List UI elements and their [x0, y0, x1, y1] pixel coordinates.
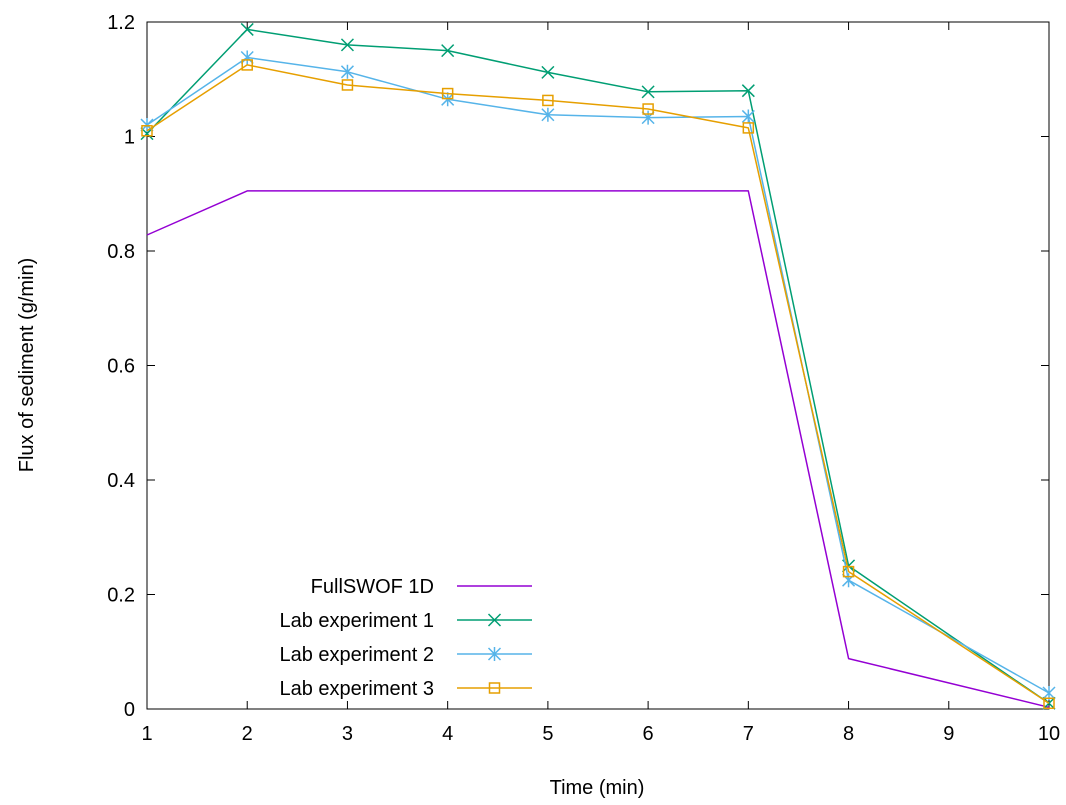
series-3	[140, 50, 1056, 700]
y-tick-label: 0.8	[107, 241, 135, 263]
x-tick-label: 8	[843, 723, 854, 745]
series-point	[441, 44, 455, 58]
legend-label: Lab experiment 3	[279, 678, 434, 700]
y-tick-label: 0.2	[107, 585, 135, 607]
series-point	[741, 109, 755, 124]
x-tick-label: 6	[643, 723, 654, 745]
series-2	[140, 22, 1056, 710]
series-point	[541, 65, 555, 79]
legend-point	[488, 682, 501, 694]
y-tick-label: 0.6	[107, 356, 135, 378]
series-point	[1043, 697, 1055, 710]
series-point	[742, 122, 755, 134]
axis-ticks: 1 2 3 4 5 6 7 8 9 10 0 0.2 0.4 0.6 0.8 1 1.2	[107, 12, 1060, 745]
series-point	[842, 573, 856, 588]
legend-point	[487, 647, 502, 661]
series-1	[146, 190, 1050, 709]
y-tick-label: 1	[124, 127, 135, 149]
y-tick-label: 0	[124, 699, 135, 721]
plot-border	[146, 21, 1050, 710]
series-point	[141, 125, 153, 137]
legend-label: Lab experiment 1	[279, 610, 434, 632]
x-axis-title: Time (min)	[550, 777, 645, 799]
legend: FullSWOF 1D Lab experiment 1 Lab experimen…	[279, 576, 532, 700]
legend-label: FullSWOF 1D	[311, 576, 434, 598]
y-axis-title: Flux of sediment (g/min)	[16, 258, 38, 473]
y-tick-label: 1.2	[107, 12, 135, 34]
x-tick-label: 5	[542, 723, 553, 745]
x-tick-label: 10	[1038, 723, 1060, 745]
legend-label: Lab experiment 2	[279, 644, 434, 666]
series-4	[141, 59, 1055, 710]
series-point	[642, 103, 654, 115]
series-line	[146, 190, 1050, 709]
series-point	[541, 107, 555, 122]
series-point	[842, 565, 855, 578]
x-tick-label: 7	[743, 723, 754, 745]
series-lines	[140, 22, 1056, 710]
x-tick-label: 4	[442, 723, 453, 745]
x-tick-label: 3	[342, 723, 353, 745]
series-point	[240, 22, 254, 36]
plot-frame	[146, 21, 1050, 710]
series-point	[241, 59, 253, 71]
series-point	[340, 64, 354, 79]
series-line	[146, 28, 1050, 704]
series-point	[641, 85, 655, 99]
series-line	[146, 56, 1050, 694]
series-point	[542, 94, 554, 107]
series-point	[741, 84, 755, 98]
series-point	[441, 87, 454, 100]
legend-point	[487, 613, 502, 627]
series-point	[340, 38, 354, 52]
y-tick-label: 0.4	[107, 470, 135, 492]
x-tick-label: 1	[141, 723, 152, 745]
series-point	[341, 79, 354, 91]
series-point	[240, 50, 254, 65]
x-tick-label: 9	[943, 723, 954, 745]
x-tick-label: 2	[242, 723, 253, 745]
series-line	[146, 64, 1050, 704]
